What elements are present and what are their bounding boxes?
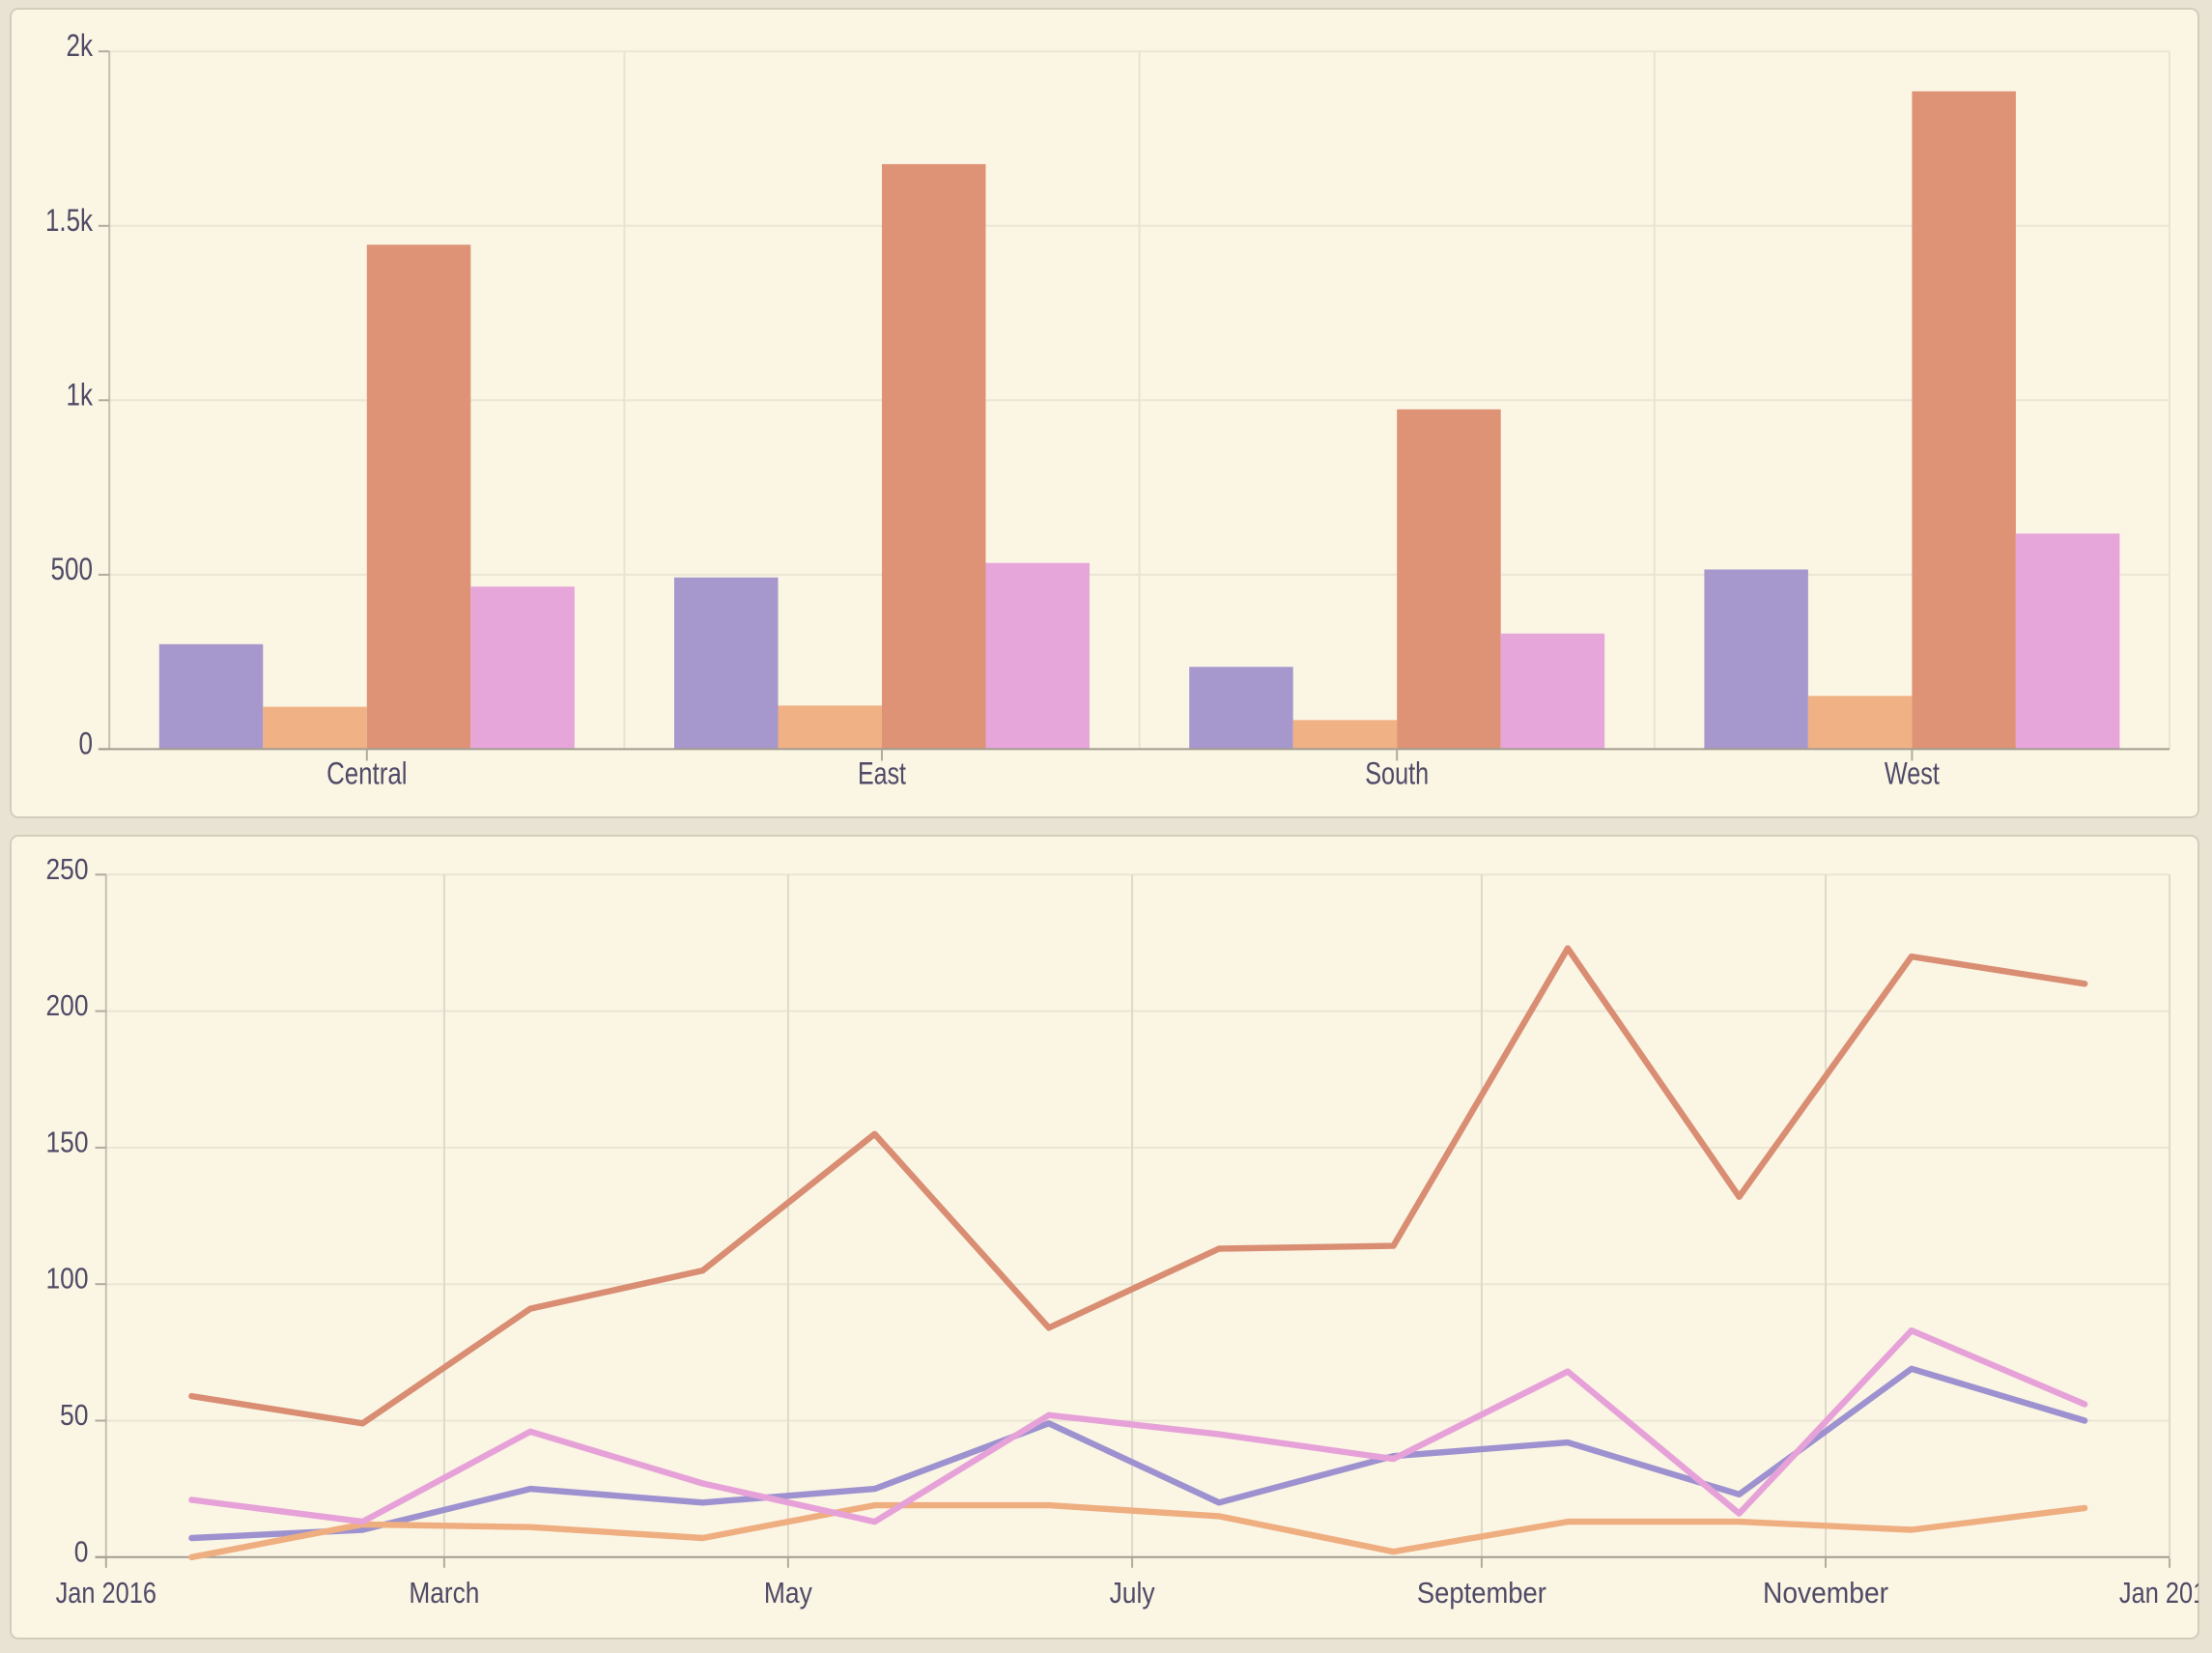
- svg-text:March: March: [409, 1576, 479, 1610]
- svg-text:November: November: [1763, 1576, 1888, 1610]
- svg-text:Jan 2016: Jan 2016: [56, 1576, 156, 1610]
- svg-text:1k: 1k: [67, 377, 94, 412]
- svg-text:250: 250: [46, 852, 89, 886]
- svg-text:100: 100: [46, 1262, 89, 1296]
- svg-text:200: 200: [46, 988, 89, 1022]
- svg-text:September: September: [1417, 1576, 1546, 1610]
- svg-text:2k: 2k: [67, 28, 94, 63]
- svg-text:Central: Central: [326, 756, 407, 791]
- svg-text:West: West: [1885, 756, 1940, 791]
- svg-text:July: July: [1110, 1576, 1155, 1610]
- svg-text:150: 150: [46, 1125, 89, 1158]
- svg-text:May: May: [764, 1576, 812, 1610]
- svg-text:Jan 2017: Jan 2017: [2119, 1576, 2212, 1610]
- svg-text:1.5k: 1.5k: [45, 203, 94, 238]
- svg-text:East: East: [858, 756, 906, 791]
- svg-text:500: 500: [51, 552, 94, 586]
- svg-text:0: 0: [74, 1534, 89, 1568]
- svg-text:50: 50: [60, 1398, 89, 1432]
- svg-text:South: South: [1365, 756, 1429, 791]
- svg-text:0: 0: [79, 726, 94, 760]
